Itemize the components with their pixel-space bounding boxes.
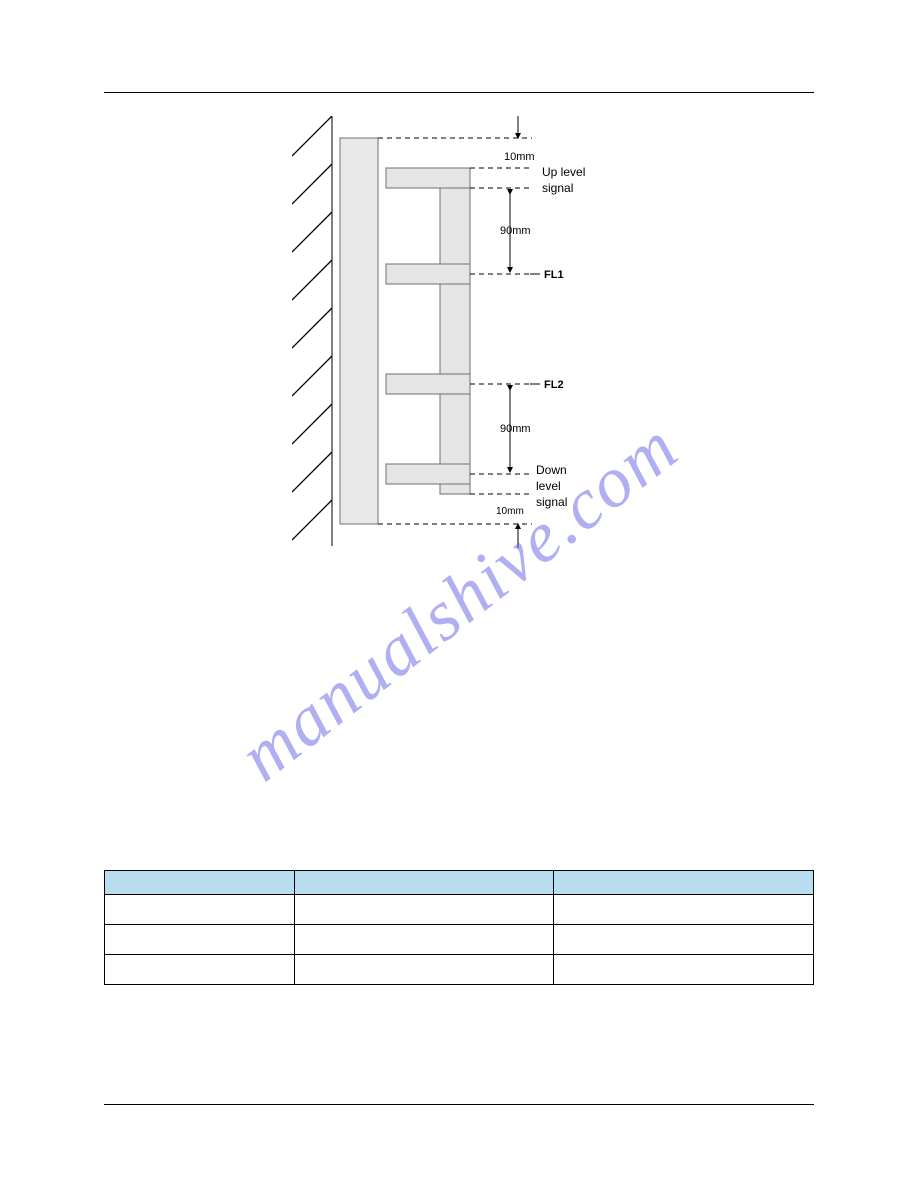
diagram-svg: 10mm Up level signal 90mm FL1 FL2 90mm D…: [292, 116, 672, 556]
table-header-cell: [554, 871, 814, 895]
table-cell: [105, 925, 295, 955]
level-signal-diagram: 10mm Up level signal 90mm FL1 FL2 90mm D…: [292, 116, 672, 556]
dim-bottom-10mm: 10mm: [496, 506, 524, 517]
rung-down-level: [386, 464, 470, 484]
table-header-row: [105, 871, 814, 895]
data-table: [104, 870, 814, 985]
rung-fl1: [386, 264, 470, 284]
table-cell: [554, 955, 814, 985]
table-cell: [294, 895, 554, 925]
label-down-level-line1: Down: [536, 463, 567, 477]
top-horizontal-rule: [104, 92, 814, 93]
table-header-cell: [294, 871, 554, 895]
label-fl2: FL2: [544, 379, 564, 391]
table-row: [105, 895, 814, 925]
main-rail: [340, 138, 378, 524]
label-fl1: FL1: [544, 269, 564, 281]
table-cell: [105, 955, 295, 985]
table-cell: [554, 925, 814, 955]
label-up-level-line1: Up level: [542, 165, 585, 179]
dim-upper-90: 90mm: [500, 225, 531, 237]
rung-fl2: [386, 374, 470, 394]
wall-hatching: [292, 116, 332, 546]
table-cell: [105, 895, 295, 925]
label-up-level-line2: signal: [542, 181, 573, 195]
page-frame: 10mm Up level signal 90mm FL1 FL2 90mm D…: [104, 80, 814, 1108]
table-row: [105, 925, 814, 955]
dim-top-10mm: 10mm: [504, 151, 535, 163]
label-down-level-line3: signal: [536, 495, 567, 509]
rung-up-level: [386, 168, 470, 188]
table-header-cell: [105, 871, 295, 895]
ladder-stile: [440, 168, 470, 494]
table-cell: [294, 955, 554, 985]
dim-lower-90: 90mm: [500, 423, 531, 435]
table-cell: [294, 925, 554, 955]
label-down-level-line2: level: [536, 479, 561, 493]
bottom-horizontal-rule: [104, 1104, 814, 1105]
table-row: [105, 955, 814, 985]
table-cell: [554, 895, 814, 925]
